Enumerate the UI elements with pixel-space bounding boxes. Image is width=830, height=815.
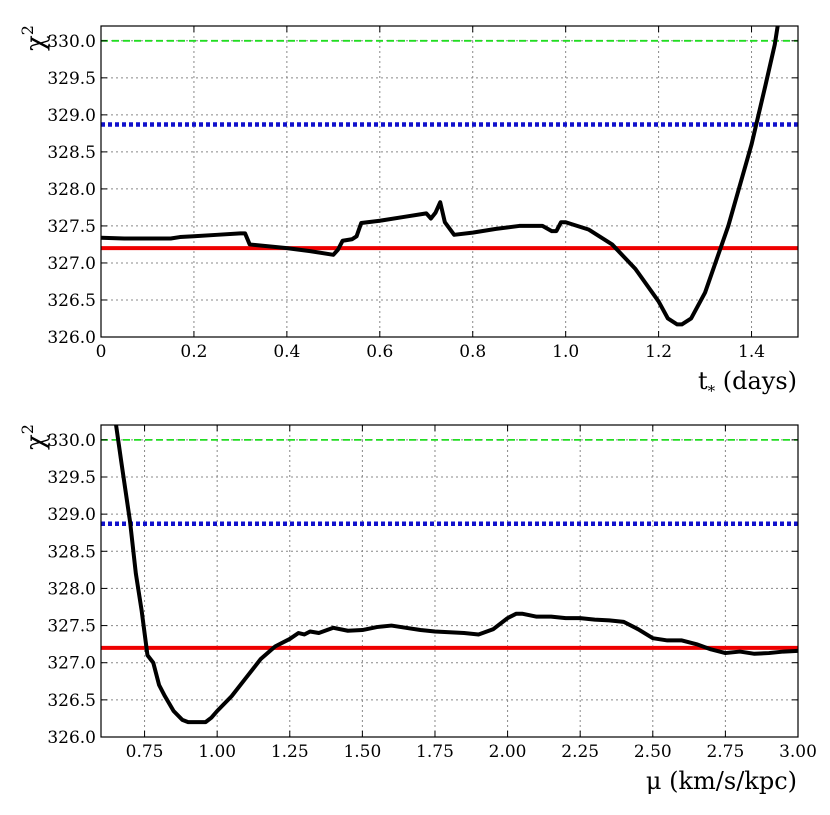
x-tick-label: 2.00 <box>489 742 527 762</box>
plot-frame <box>100 424 799 738</box>
gridlines <box>101 26 798 337</box>
y-tick-label: 326.0 <box>47 728 96 748</box>
x-axis-label-sub: * <box>708 382 716 400</box>
x-tick-label: 0.6 <box>366 342 393 362</box>
y-axis-label: χ2 <box>18 25 51 51</box>
y-tick-label: 329.0 <box>47 505 96 525</box>
x-tick-label: 0.8 <box>459 342 486 362</box>
x-axis-label: μ (km/s/kpc) <box>646 767 797 795</box>
y-tick-label: 330.0 <box>47 32 96 52</box>
y-axis-label-main: χ <box>21 35 51 51</box>
y-tick-label: 327.5 <box>47 217 96 237</box>
x-tick-label: 1.00 <box>198 742 236 762</box>
x-tick-label: 1.2 <box>645 342 672 362</box>
y-tick-label: 327.0 <box>47 254 96 274</box>
y-tick-label: 327.0 <box>47 654 96 674</box>
y-tick-label: 329.5 <box>47 468 96 488</box>
plot-frame <box>100 25 799 338</box>
x-tick-label: 0.2 <box>180 342 207 362</box>
y-tick-label: 327.5 <box>47 617 96 637</box>
x-tick-label: 2.50 <box>634 742 672 762</box>
x-tick-label: 3.00 <box>779 742 817 762</box>
y-tick-label: 328.5 <box>47 542 96 562</box>
x-axis-label: t* (days) <box>698 367 797 400</box>
y-tick-label: 328.0 <box>47 180 96 200</box>
y-tick-label: 328.5 <box>47 143 96 163</box>
x-tick-label: 1.50 <box>343 742 381 762</box>
x-tick-label: 2.25 <box>561 742 599 762</box>
x-tick-label: 1.4 <box>738 342 765 362</box>
y-tick-label: 328.0 <box>47 579 96 599</box>
y-tick-label: 329.5 <box>47 69 96 89</box>
x-tick-label: 1.75 <box>416 742 454 762</box>
gridlines <box>101 425 798 737</box>
y-axis-label-main: χ <box>21 434 51 450</box>
y-tick-label: 326.5 <box>47 291 96 311</box>
y-axis-label: χ2 <box>18 424 51 450</box>
y-tick-label: 326.0 <box>47 328 96 348</box>
x-axis-label-unit: (days) <box>715 367 797 395</box>
x-tick-label: 1.0 <box>552 342 579 362</box>
x-tick-label: 0 <box>96 342 107 362</box>
x-tick-label: 2.75 <box>706 742 744 762</box>
x-tick-label: 1.25 <box>271 742 309 762</box>
y-tick-label: 330.0 <box>47 431 96 451</box>
y-tick-label: 326.5 <box>47 691 96 711</box>
x-axis-label-main: t <box>698 367 708 395</box>
chart-top: 0 0.2 0.4 0.6 0.8 1.0 1.2 1.4 326.0 326.5 327.0 327… <box>18 25 799 400</box>
y-axis-label-sup: 2 <box>18 424 37 434</box>
chart-bottom: 0.75 1.00 1.25 1.50 1.75 2.00 2.25 2.50 2.75 3.00… <box>18 424 817 795</box>
x-tick-label: 0.4 <box>273 342 300 362</box>
y-axis-label-sup: 2 <box>18 25 37 35</box>
x-axis-label-text: μ (km/s/kpc) <box>646 767 797 795</box>
series-line <box>114 425 798 725</box>
series-line <box>101 26 780 327</box>
x-tick-label: 0.75 <box>126 742 164 762</box>
y-tick-label: 329.0 <box>47 106 96 126</box>
